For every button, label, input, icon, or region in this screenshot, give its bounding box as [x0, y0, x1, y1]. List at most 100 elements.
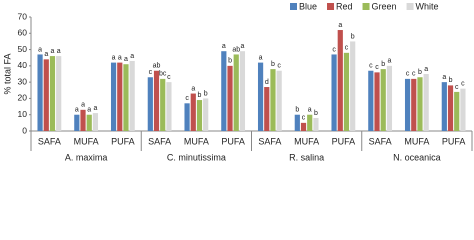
- significance-letter: a: [308, 107, 312, 114]
- x-tick-label: PUFA: [221, 136, 245, 146]
- bar: [227, 65, 233, 131]
- bar: [257, 62, 264, 131]
- group-label: C. minutissima: [167, 152, 226, 162]
- y-tick-label: 20: [18, 93, 28, 103]
- bar: [153, 70, 160, 131]
- group-label: N. oceanica: [393, 152, 441, 162]
- x-tick-label: MUFA: [294, 136, 319, 146]
- bar: [43, 59, 49, 131]
- significance-letter: c: [149, 69, 153, 76]
- x-tick-label: PUFA: [442, 136, 466, 146]
- significance-letter: b: [418, 69, 422, 76]
- significance-letter: a: [38, 46, 42, 53]
- group-label: R. salina: [289, 152, 324, 162]
- legend-swatch: [406, 3, 414, 10]
- bar: [233, 54, 239, 132]
- significance-letter: c: [277, 63, 281, 70]
- legend-swatch: [327, 3, 335, 10]
- legend-label: White: [416, 1, 439, 11]
- significance-letter: a: [51, 48, 55, 55]
- bar: [190, 93, 196, 131]
- significance-letter: b: [381, 61, 385, 68]
- significance-letter: b: [204, 90, 208, 97]
- legend-label: Green: [372, 1, 397, 11]
- significance-letter: a: [387, 58, 391, 65]
- significance-letter: b: [351, 33, 355, 40]
- y-tick-label: 10: [18, 109, 28, 119]
- bar: [368, 70, 374, 131]
- bar: [160, 78, 166, 131]
- bar: [374, 72, 380, 131]
- y-tick-label: 50: [18, 44, 28, 54]
- bar: [294, 114, 300, 131]
- bar: [37, 54, 43, 132]
- bar: [264, 87, 270, 131]
- significance-letter: b: [449, 77, 453, 84]
- significance-letter: d: [265, 79, 269, 86]
- significance-letter: bc: [159, 71, 167, 78]
- significance-letter: c: [332, 46, 336, 53]
- bar: [423, 74, 429, 131]
- bar: [386, 65, 393, 131]
- significance-letter: a: [75, 107, 79, 114]
- bar: [441, 82, 447, 131]
- y-tick-label: 40: [18, 60, 28, 70]
- bar: [56, 56, 62, 132]
- significance-letter: b: [198, 92, 202, 99]
- bar: [196, 100, 203, 131]
- significance-letter: a: [44, 51, 48, 58]
- y-tick-label: 0: [22, 125, 27, 135]
- significance-letter: b: [228, 58, 232, 65]
- bar: [110, 62, 117, 131]
- significance-letter: a: [338, 22, 342, 29]
- significance-letter: b: [314, 110, 318, 117]
- significance-letter: a: [191, 85, 195, 92]
- bar: [270, 69, 276, 131]
- bar: [460, 88, 466, 131]
- bar: [221, 51, 227, 132]
- bar: [411, 78, 417, 131]
- bar: [331, 54, 337, 132]
- y-tick-label: 30: [18, 76, 28, 86]
- bar: [454, 91, 460, 131]
- bar: [404, 78, 411, 131]
- x-tick-label: SAFA: [258, 136, 281, 146]
- y-tick-label: 70: [18, 11, 28, 21]
- bar: [86, 114, 92, 131]
- significance-letter: c: [455, 84, 459, 91]
- bar: [74, 114, 80, 131]
- bar: [313, 117, 319, 131]
- significance-letter: ab: [153, 63, 161, 70]
- y-axis-label: % total FA: [2, 53, 12, 94]
- bar: [129, 60, 135, 131]
- significance-letter: a: [118, 54, 122, 61]
- significance-letter: c: [375, 64, 379, 71]
- legend-label: Red: [336, 1, 353, 11]
- bar: [166, 82, 172, 131]
- significance-letter: c: [345, 45, 349, 52]
- bar: [92, 113, 99, 131]
- significance-letter: a: [424, 66, 428, 73]
- significance-letter: a: [259, 54, 263, 61]
- legend-swatch: [362, 3, 370, 10]
- bar: [123, 64, 129, 131]
- x-tick-label: PUFA: [111, 136, 135, 146]
- bar: [343, 52, 350, 132]
- significance-letter: a: [93, 105, 97, 112]
- legend-label: Blue: [299, 1, 317, 11]
- significance-letter: a: [81, 102, 85, 109]
- bar: [80, 109, 86, 131]
- legend-swatch: [290, 3, 297, 10]
- bar: [203, 98, 209, 131]
- significance-letter: b: [295, 107, 299, 114]
- significance-letter: c: [185, 95, 189, 102]
- significance-letter: c: [167, 74, 171, 81]
- significance-letter: c: [406, 71, 410, 78]
- significance-letter: a: [130, 53, 134, 60]
- significance-letter: a: [222, 43, 226, 50]
- bar: [417, 77, 423, 131]
- significance-letter: a: [124, 56, 128, 63]
- bar: [380, 69, 386, 131]
- bar: [117, 62, 123, 131]
- x-tick-label: PUFA: [332, 136, 356, 146]
